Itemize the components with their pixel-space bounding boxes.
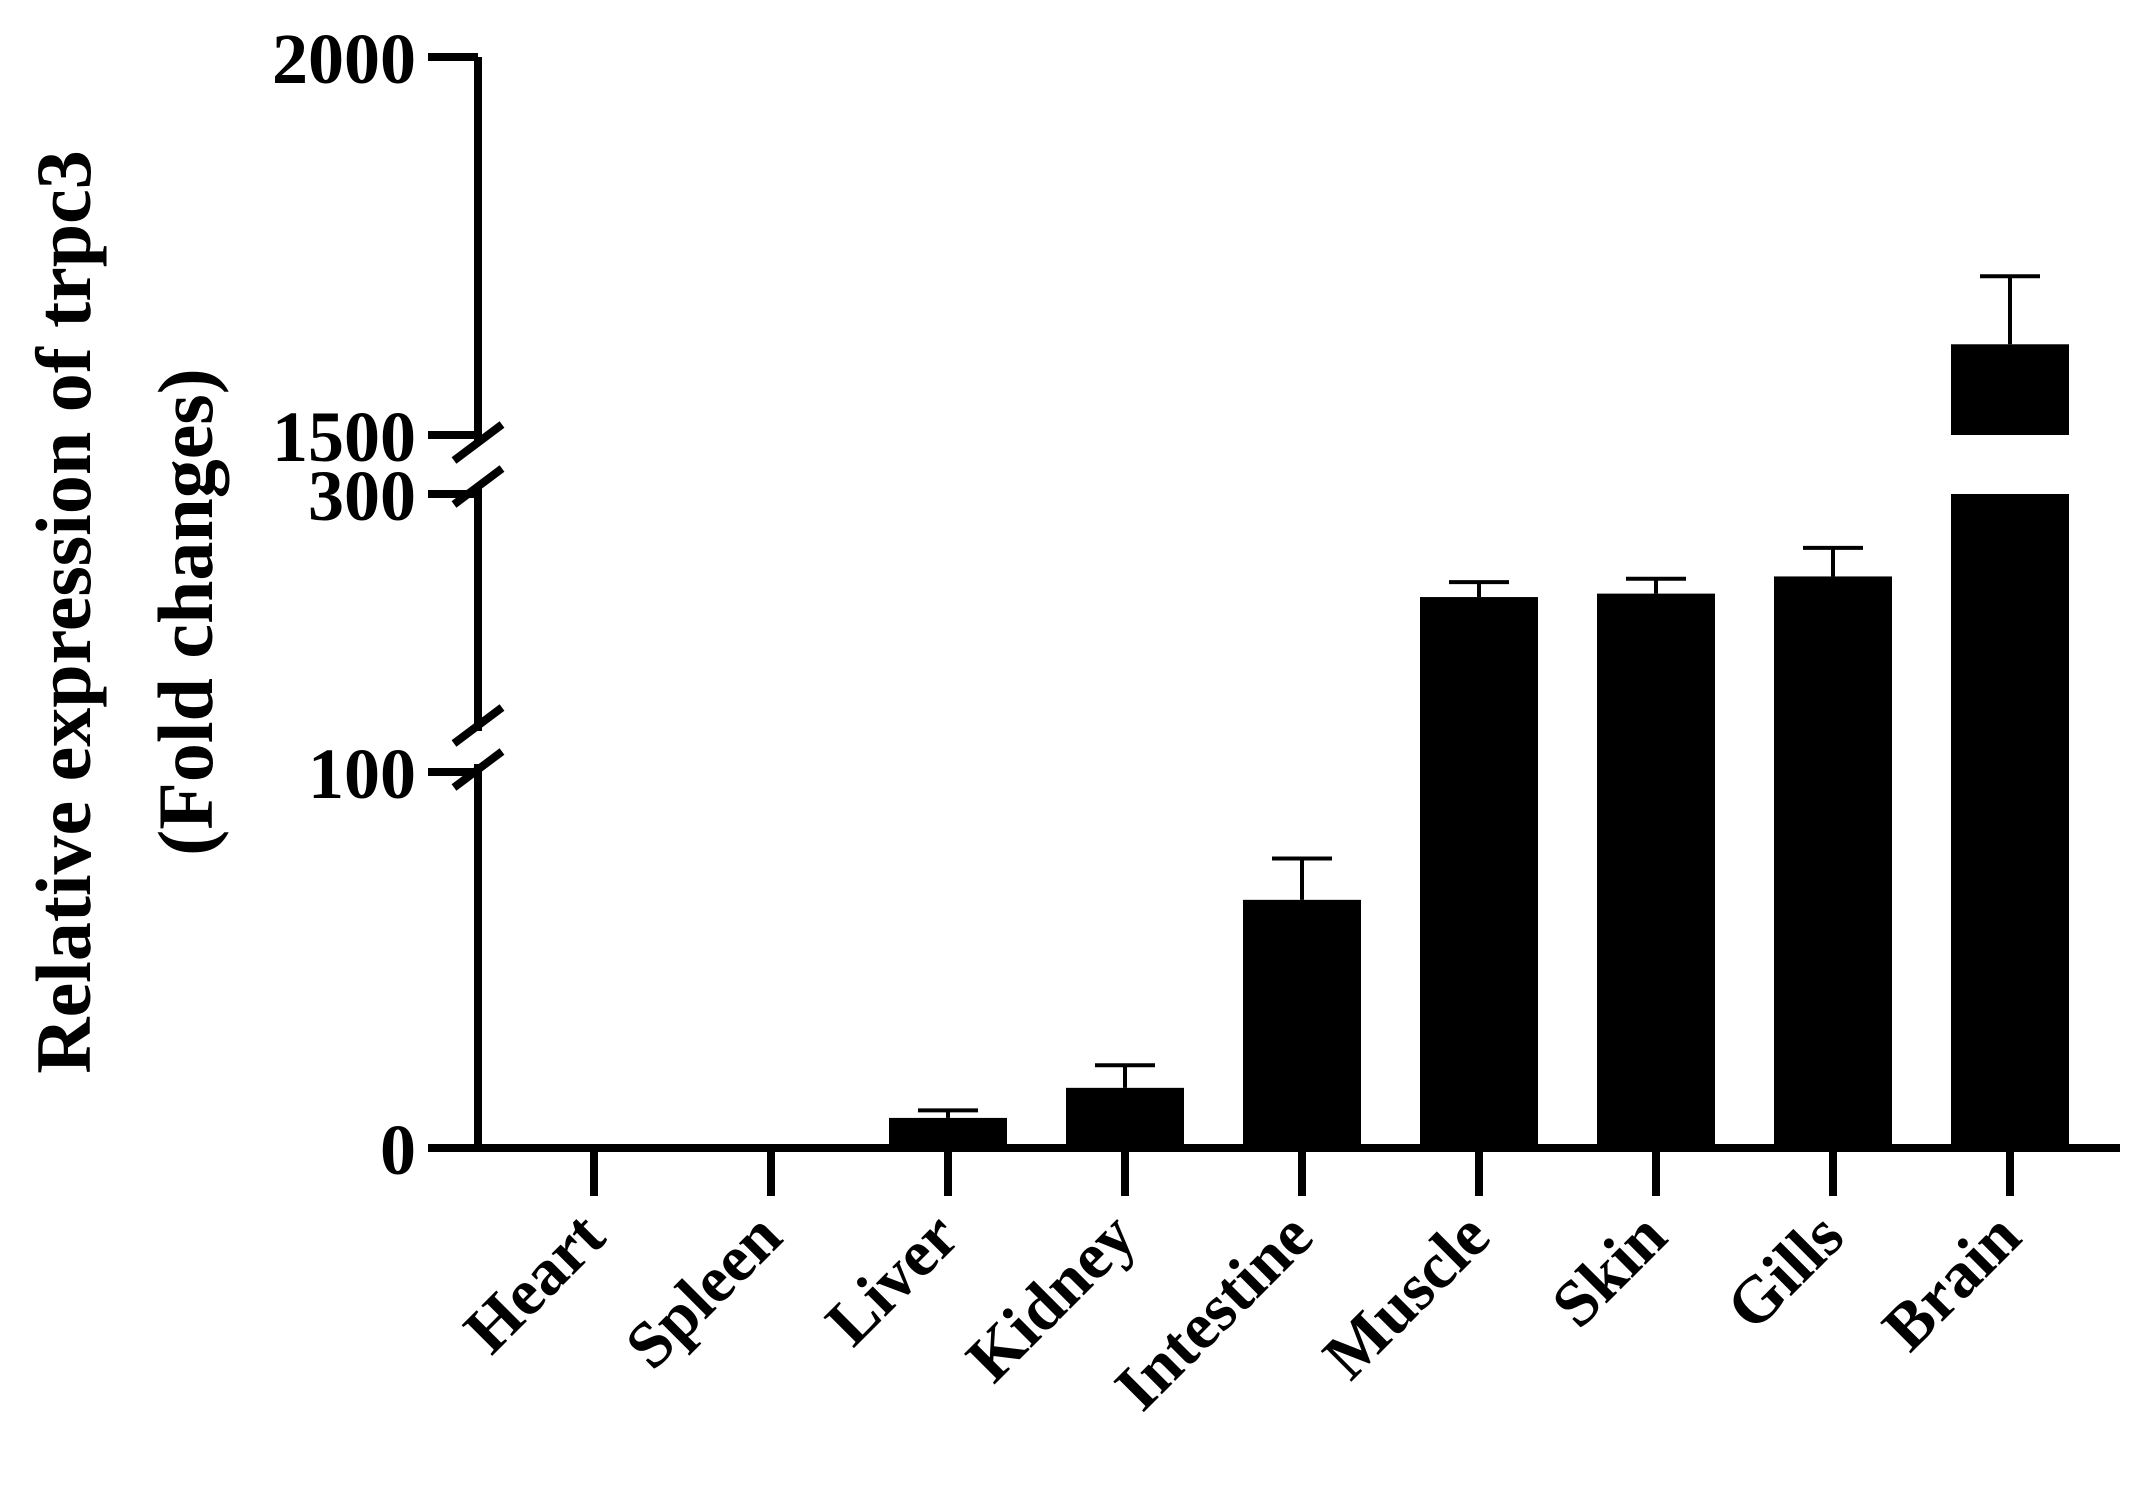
bar-kidney [1066,1087,1184,1148]
y-tick-label: 300 [308,456,416,536]
bar-intestine [1243,899,1361,1148]
x-tick-label-skin: Skin [1538,1199,1680,1341]
x-tick-label-brain: Brain [1869,1199,2035,1365]
axis-break-mark [451,421,505,464]
bar-heart [535,1144,653,1148]
bars-group [535,274,2069,1148]
x-tick-label-gills: Gills [1713,1199,1858,1344]
bar-gills [1774,723,1892,1148]
bar-brain [1951,494,2069,723]
x-tick-label-liver: Liver [812,1199,972,1359]
bar-muscle [1420,723,1538,1148]
bar-spleen [712,1144,830,1148]
bar-gills [1774,576,1892,723]
x-tick-label-intestine: Intestine [1101,1199,1326,1424]
y-axis-label-line1: Relative expression of trpc3 [20,150,107,1074]
bar-skin [1597,723,1715,1148]
y-tick-label: 0 [380,1110,416,1190]
bar-brain [1951,344,2069,435]
bar-brain [1951,723,2069,1148]
y-tick-label: 2000 [272,19,416,99]
bar-muscle [1420,597,1538,723]
x-tick-label-heart: Heart [450,1199,618,1367]
y-axis-label-line2: (Fold changes) [142,368,229,856]
axis-break-mark [451,465,505,508]
axis-break-mark [451,704,505,747]
y-tick-label: 1500 [272,397,416,477]
y-tick-label: 100 [308,734,416,814]
bar-skin [1597,593,1715,723]
bar-liver [889,1117,1007,1148]
x-tick-label-spleen: Spleen [612,1199,796,1383]
x-tick-label-muscle: Muscle [1309,1199,1503,1393]
